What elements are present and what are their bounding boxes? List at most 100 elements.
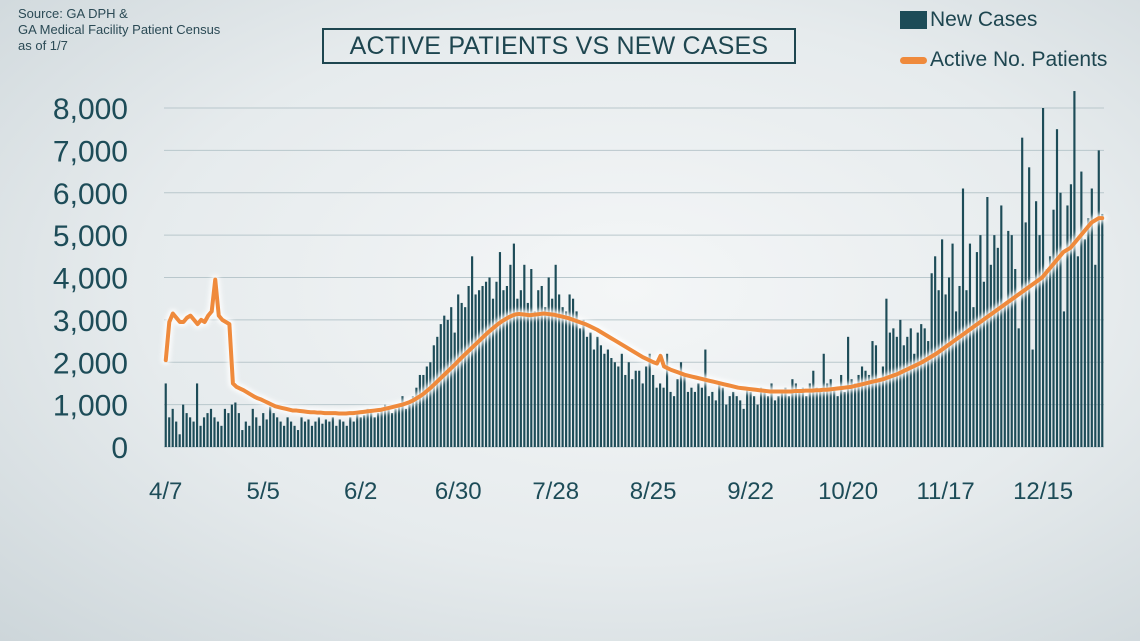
bar [1035, 201, 1038, 447]
bar [853, 383, 857, 447]
x-tick-label: 6/2 [344, 478, 377, 505]
line-series-active-patients [161, 213, 1107, 419]
bar [892, 328, 895, 447]
bar [303, 421, 307, 447]
bar [547, 277, 550, 447]
bar [383, 404, 387, 448]
bar [411, 396, 415, 447]
bar [864, 370, 867, 447]
line-glow [161, 213, 1107, 419]
bar [826, 383, 829, 447]
bar [1066, 205, 1069, 447]
bar [916, 332, 919, 447]
bar [937, 290, 940, 447]
y-tick-label: 7,000 [53, 135, 128, 168]
bar [993, 235, 996, 448]
source-note: Source: GA DPH & GA Medical Facility Pat… [18, 6, 278, 54]
gridlines [164, 107, 1104, 448]
bar [652, 374, 655, 447]
bar [1038, 235, 1041, 448]
bar [805, 396, 808, 447]
bar [237, 413, 240, 447]
bar [669, 391, 672, 447]
bar [1062, 311, 1066, 447]
bar [920, 324, 923, 447]
legend-swatch-line [900, 56, 927, 64]
bar [540, 285, 543, 447]
bar [192, 421, 195, 447]
bar [279, 421, 282, 447]
bar [213, 417, 216, 447]
bar [404, 408, 408, 447]
bar [373, 417, 376, 447]
bar [342, 421, 345, 447]
bar [432, 345, 435, 447]
bar [429, 362, 432, 447]
bar [244, 421, 247, 447]
bar [801, 387, 804, 447]
bar [366, 408, 369, 447]
bar [961, 188, 965, 447]
bar [300, 417, 303, 447]
bar [359, 417, 362, 447]
bar [568, 294, 571, 447]
source-line-1: Source: GA DPH & [18, 6, 128, 21]
bar [258, 425, 261, 447]
bar [436, 336, 439, 447]
source-line-2: GA Medical Facility Patient Census [18, 22, 221, 37]
bar [676, 379, 679, 447]
bar [941, 239, 944, 447]
bar [742, 408, 745, 447]
bar [700, 387, 703, 447]
bar [735, 396, 738, 447]
bar [321, 423, 324, 447]
bar [766, 396, 770, 447]
bar [780, 391, 784, 447]
bar [794, 383, 797, 447]
bar [206, 413, 209, 447]
bar [927, 341, 930, 447]
bar [387, 408, 390, 447]
bar [840, 374, 843, 447]
y-tick-label: 4,000 [53, 263, 128, 296]
bar [756, 404, 759, 448]
bar [989, 264, 992, 447]
bar [732, 391, 735, 447]
bar [397, 404, 401, 448]
bar [638, 370, 641, 447]
bar [324, 419, 327, 447]
y-tick-label: 0 [111, 432, 128, 465]
bar [1048, 256, 1052, 447]
bar [227, 413, 230, 447]
bar [272, 413, 275, 447]
bar [1024, 222, 1027, 447]
bar [453, 332, 456, 447]
bar [659, 383, 662, 447]
bar [996, 247, 999, 447]
bar [178, 434, 181, 447]
bar [505, 285, 509, 447]
bar [310, 425, 314, 447]
bar [954, 311, 958, 447]
bar [871, 341, 874, 447]
bar [707, 396, 710, 447]
bar [530, 269, 533, 447]
bar [516, 298, 519, 447]
bar [565, 311, 568, 447]
bar [185, 413, 188, 447]
y-tick-label: 5,000 [53, 220, 128, 253]
bar [199, 425, 202, 447]
bar [1101, 213, 1104, 447]
bar [251, 408, 254, 447]
bar-series-new-cases [164, 91, 1104, 448]
bar [345, 425, 348, 447]
bar [725, 404, 728, 448]
bar [509, 264, 512, 447]
bar [526, 302, 529, 447]
bar [1090, 188, 1093, 447]
bar [711, 391, 714, 447]
bar [558, 294, 561, 447]
bar [784, 387, 787, 447]
bar [596, 336, 599, 447]
bar [283, 425, 286, 447]
